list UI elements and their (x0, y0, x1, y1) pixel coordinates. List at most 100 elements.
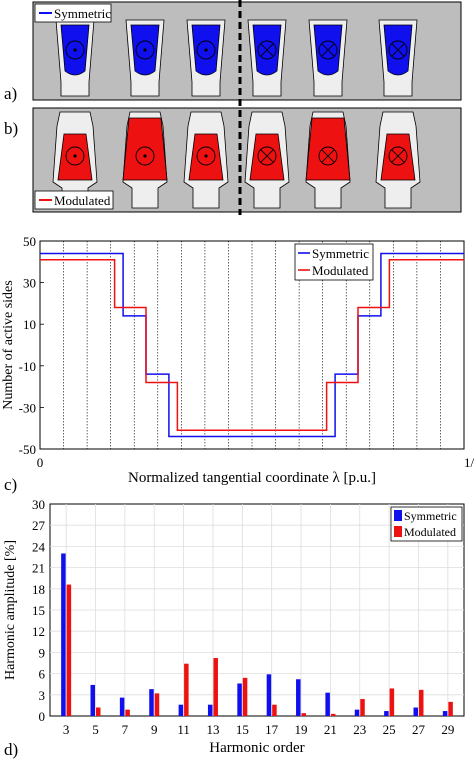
chart-d-bar-modulated-27 (418, 689, 424, 716)
chart-d-bar-modulated-25 (389, 688, 395, 716)
chart-d-bar-modulated-5 (96, 707, 101, 716)
chart-c-x-tick-label: 1/p (464, 455, 474, 470)
chart-d-grid (50, 504, 464, 716)
current-dot-icon (143, 48, 147, 52)
chart-c-y-tick-label: 50 (23, 234, 36, 249)
chart-d-legend-swatch-modulated (394, 526, 402, 537)
chart-d-bar-symmetric-9 (149, 689, 154, 716)
chart-c-y-axis-label: Number of active sides (1, 280, 16, 409)
current-in-icon (388, 146, 408, 166)
chart-d-bar-symmetric-5 (90, 684, 96, 716)
chart-d-legend: Symmetric Modulated (390, 506, 463, 542)
current-in-icon (388, 40, 408, 60)
current-in-icon (257, 40, 277, 60)
slot-b-5 (305, 111, 351, 209)
chart-d-y-axis-label: Harmonic amplitude [%] (3, 540, 18, 680)
chart-d-y-tick-label: 24 (32, 539, 46, 554)
chart-d-x-tick-label: 5 (92, 722, 99, 737)
current-in-icon (318, 146, 338, 166)
chart-d-legend-swatch-symmetric (394, 510, 402, 521)
chart-d-bar-symmetric-7 (119, 697, 125, 716)
chart-c-y-tick-label: -30 (19, 400, 36, 415)
chart-d-x-tick-label: 3 (63, 722, 70, 737)
chart-d-bar-modulated-19 (301, 713, 307, 716)
slot-winding-modulated (122, 117, 168, 181)
panel-label-a: a) (4, 84, 17, 103)
chart-c-legend-symmetric: Symmetric (312, 246, 369, 261)
chart-c-y-tick-label: -50 (19, 442, 36, 457)
chart-d-x-tick-label: 27 (412, 722, 426, 737)
chart-c-x-axis-label: Normalized tangential coordinate λ [p.u.… (128, 470, 376, 486)
chart-d-bar-symmetric-27 (413, 707, 418, 716)
panel-label-d: d) (4, 740, 18, 759)
chart-c-line-symmetric (40, 252, 464, 438)
current-dot-icon (204, 48, 208, 52)
chart-c-y-tick-label: 10 (23, 317, 36, 332)
slot-a-4 (247, 19, 287, 97)
current-out-icon (65, 40, 85, 60)
chart-d-legend-modulated: Modulated (404, 525, 456, 539)
chart-d-x-tick-label: 19 (295, 722, 308, 737)
current-out-icon (135, 40, 155, 60)
current-out-icon (65, 146, 85, 166)
chart-d-x-tick-label: 11 (177, 722, 190, 737)
chart-d-bar-symmetric-17 (266, 674, 272, 716)
current-cross-icon (260, 149, 274, 163)
chart-d-bar-modulated-13 (213, 658, 218, 716)
chart-c-line-modulated (40, 258, 464, 432)
current-in-icon (257, 146, 277, 166)
chart-d-y-tick-label: 18 (32, 582, 45, 597)
chart-d-x-tick-label: 21 (324, 722, 337, 737)
chart-d-y-tick-label: 15 (32, 603, 45, 618)
slot-b-2 (122, 111, 168, 209)
chart-c-x-ticks: 0 1/p (37, 455, 474, 470)
chart-d-x-tick-label: 15 (236, 722, 249, 737)
slot-winding-modulated (305, 117, 351, 181)
current-dot-icon (143, 154, 147, 158)
chart-d-y-tick-label: 0 (39, 709, 46, 724)
chart-d-x-tick-label: 29 (441, 722, 454, 737)
chart-d-y-tick-label: 6 (39, 667, 46, 682)
chart-d-x-tick-label: 23 (353, 722, 366, 737)
chart-c-legend: Symmetric Modulated (294, 243, 374, 281)
chart-d-bar-symmetric-3 (61, 553, 66, 716)
chart-d-bar-symmetric-29 (442, 711, 448, 716)
chart-d-x-tick-label: 9 (151, 722, 158, 737)
slot-b-3 (183, 111, 229, 209)
slot-a-5 (308, 19, 348, 97)
chart-d-bar-modulated-29 (448, 701, 453, 716)
current-cross-icon (391, 149, 405, 163)
slot-winding-modulated (380, 133, 416, 181)
slot-winding-modulated (249, 133, 285, 181)
chart-d-x-ticks: 3 5 7 9 11 13 15 17 19 21 23 25 27 29 (63, 722, 454, 737)
chart-d-bar-modulated-17 (272, 704, 277, 716)
chart-d-y-tick-label: 27 (32, 518, 46, 533)
slot-b-1 (52, 111, 98, 209)
chart-c-x-tick-label: 0 (37, 455, 44, 470)
slot-legend-symmetric: Symmetric (34, 3, 112, 23)
chart-d-y-tick-label: 30 (32, 497, 45, 512)
chart-c-y-tick-label: -10 (19, 359, 36, 374)
chart-d-x-tick-label: 7 (122, 722, 129, 737)
current-dot-icon (204, 154, 208, 158)
slot-legend-modulated: Modulated (34, 190, 114, 210)
chart-d-bar-symmetric-13 (207, 704, 213, 716)
slot-a-1 (55, 19, 95, 97)
chart-d-bar-modulated-21 (330, 713, 336, 716)
current-dot-icon (73, 154, 77, 158)
slot-legend-modulated-label: Modulated (54, 193, 111, 208)
chart-d-y-tick-label: 21 (32, 561, 45, 576)
chart-d-bar-modulated-11 (184, 663, 189, 716)
chart-d-bar-symmetric-25 (384, 711, 389, 716)
panel-label-b: b) (4, 119, 18, 138)
chart-d-bar-modulated-23 (360, 699, 365, 716)
harmonic-chart: 0 3 6 9 12 15 18 21 24 27 30 3 5 7 9 11 13 15 17 19 21 23 25 2… (3, 497, 465, 759)
chart-d-bar-modulated-9 (154, 693, 160, 716)
active-sides-chart: 50 30 10 -10 -30 -50 0 1/p Symmetric Modulated… (1, 234, 474, 494)
slot-row-a (55, 19, 418, 97)
chart-d-bar-modulated-7 (125, 709, 130, 716)
panel-label-c: c) (4, 475, 17, 494)
chart-d-bar-modulated-3 (66, 584, 72, 716)
slot-diagram: Symmetric Modulated a) b) (4, 0, 462, 215)
